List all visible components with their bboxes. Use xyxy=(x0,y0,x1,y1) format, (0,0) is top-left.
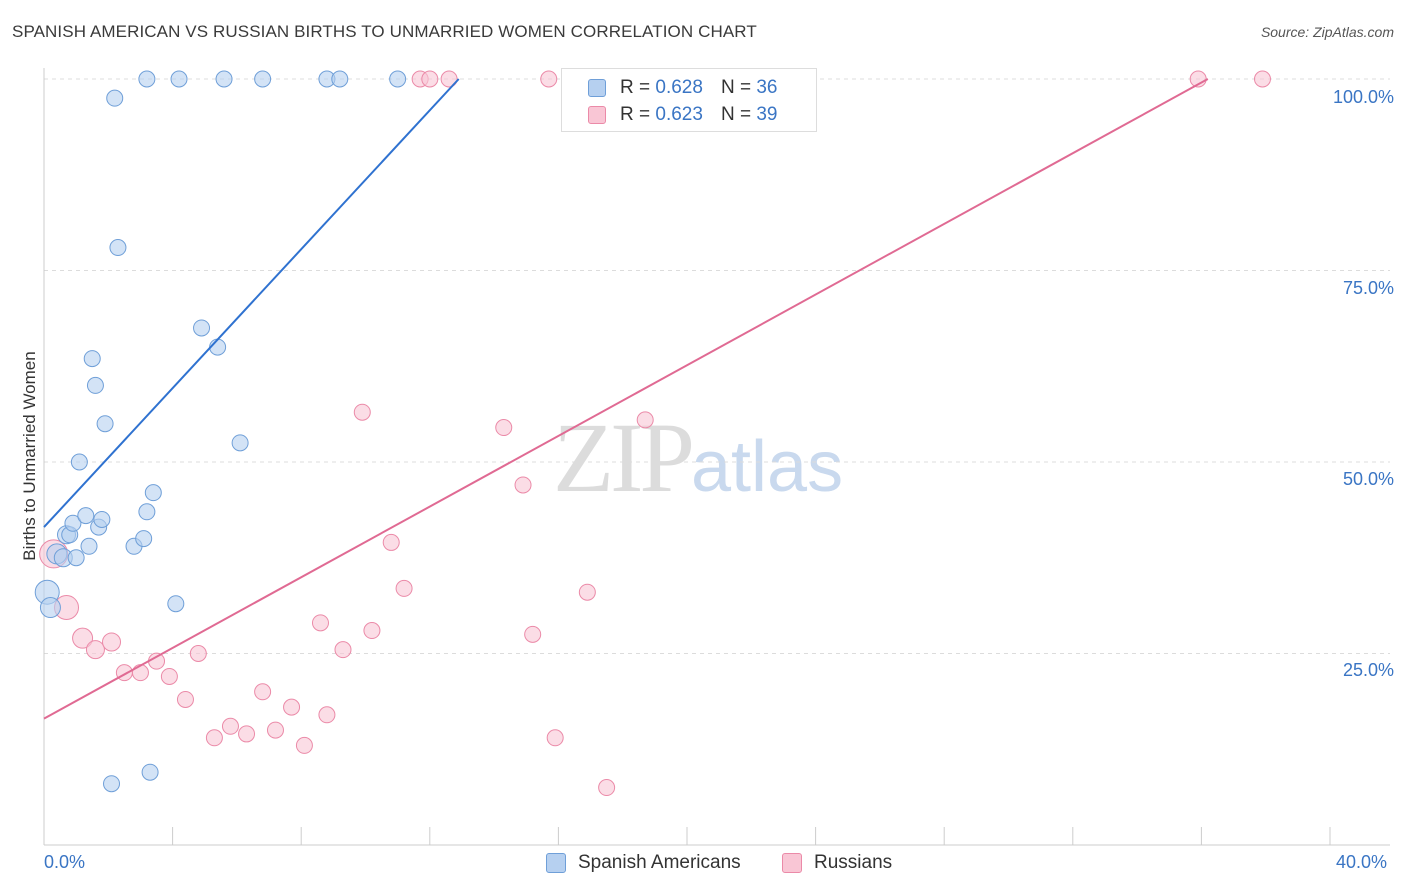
bottom-legend-label: Russians xyxy=(814,852,893,873)
legend-r-value: 0.628 xyxy=(655,77,703,98)
legend-r-label: R = xyxy=(620,77,651,98)
legend-row-russians: R = 0.623 N = 39 xyxy=(588,104,777,126)
russians-point-27 xyxy=(440,70,458,88)
spanish-americans-point-21 xyxy=(144,484,162,502)
y-tick-label-50: 50.0% xyxy=(1342,469,1394,489)
spanish-americans-point-32 xyxy=(167,595,185,613)
russians-point-29 xyxy=(514,476,532,494)
spanish-americans-point-28 xyxy=(254,70,272,88)
russians-point-37 xyxy=(1253,70,1271,88)
spanish-americans-point-34 xyxy=(141,763,159,781)
russians-point-13 xyxy=(238,725,256,743)
spanish-americans-point-17 xyxy=(109,239,127,257)
legend-n-value: 36 xyxy=(756,77,778,98)
russians-point-35 xyxy=(636,411,654,429)
spanish-americans-point-20 xyxy=(138,503,156,521)
spanish-americans-point-6 xyxy=(64,514,82,532)
spanish-americans-point-7 xyxy=(67,549,85,567)
russians-point-24 xyxy=(395,579,413,597)
grid-lines xyxy=(44,78,1390,654)
russians-point-22 xyxy=(363,622,381,640)
spanish-americans-point-27 xyxy=(231,434,249,452)
legend-n-label: N = xyxy=(720,104,752,125)
russians-point-32 xyxy=(546,729,564,747)
russians-trend-line xyxy=(43,78,1209,720)
russians-point-7 xyxy=(148,652,166,670)
watermark-atlas: atlas xyxy=(691,427,844,507)
correlation-legend: R = 0.628 N = 36 R = 0.623 N = 39 xyxy=(561,68,817,132)
spanish-americans-point-24 xyxy=(215,70,233,88)
russians-point-3 xyxy=(85,640,105,660)
y-tick-label-25: 25.0% xyxy=(1342,660,1394,680)
watermark-zip: ZIP xyxy=(553,402,695,513)
y-tick-label-100: 100.0% xyxy=(1332,87,1394,107)
russians-point-12 xyxy=(221,717,239,735)
spanish-americans-point-8 xyxy=(70,453,88,471)
source-label: Source: ZipAtlas.com xyxy=(1260,24,1394,40)
russians-point-26 xyxy=(421,70,439,88)
y-axis-label: Births to Unmarried Women xyxy=(20,351,39,561)
russians-point-19 xyxy=(318,706,336,724)
pink-swatch xyxy=(588,106,606,124)
spanish-americans-point-30 xyxy=(331,70,349,88)
x-tick-label-min: 0.0% xyxy=(44,852,86,872)
trend-lines xyxy=(43,78,1209,720)
russians-point-21 xyxy=(353,403,371,421)
spanish-americans-point-14 xyxy=(93,510,111,528)
russians-point-6 xyxy=(131,664,149,682)
pink-swatch xyxy=(782,853,802,873)
russians-point-33 xyxy=(578,583,596,601)
spanish-americans-trend-line xyxy=(43,78,460,528)
spanish-americans-point-1 xyxy=(39,597,61,619)
chart-title: SPANISH AMERICAN VS RUSSIAN BIRTHS TO UN… xyxy=(12,22,757,41)
russians-point-10 xyxy=(189,645,207,662)
spanish-americans-point-11 xyxy=(83,350,101,368)
russians-point-20 xyxy=(334,641,352,659)
spanish-americans-point-9 xyxy=(77,507,95,525)
russians-point-11 xyxy=(205,729,223,747)
spanish-americans-point-26 xyxy=(209,338,227,356)
x-tick-label-max: 40.0% xyxy=(1336,852,1388,872)
russians-points xyxy=(39,70,1271,797)
watermark: ZIPatlas xyxy=(553,400,843,515)
russians-point-31 xyxy=(540,70,558,88)
spanish-americans-point-25 xyxy=(193,319,211,337)
russians-point-17 xyxy=(295,736,313,754)
russians-point-2 xyxy=(72,627,94,649)
legend-r-label: R = xyxy=(620,104,651,125)
legend-n-value: 39 xyxy=(756,104,778,125)
spanish-americans-point-23 xyxy=(170,70,188,88)
russians-point-23 xyxy=(382,533,400,551)
spanish-americans-points xyxy=(34,70,693,793)
russians-point-28 xyxy=(495,419,513,437)
y-tick-label-75: 75.0% xyxy=(1342,278,1394,298)
legend-n-label: N = xyxy=(720,77,752,98)
russians-point-30 xyxy=(524,625,542,643)
spanish-americans-point-31 xyxy=(389,70,407,88)
russians-point-18 xyxy=(311,614,329,632)
russians-point-15 xyxy=(266,721,284,739)
legend-row-spanish-americans: R = 0.628 N = 36 xyxy=(588,77,777,99)
spanish-americans-point-19 xyxy=(135,530,153,548)
blue-swatch xyxy=(546,853,566,873)
russians-point-4 xyxy=(102,632,122,652)
russians-point-8 xyxy=(160,667,178,685)
russians-point-14 xyxy=(254,683,272,701)
bottom-legend-spanish-americans: Spanish Americans xyxy=(546,852,741,874)
russians-point-34 xyxy=(598,779,616,797)
spanish-americans-point-16 xyxy=(106,89,124,107)
russians-point-9 xyxy=(176,690,194,708)
russians-point-16 xyxy=(283,698,301,716)
spanish-americans-point-22 xyxy=(138,70,156,88)
axes xyxy=(43,68,1390,846)
spanish-americans-point-33 xyxy=(103,775,121,793)
spanish-americans-point-12 xyxy=(86,376,104,394)
spanish-americans-point-10 xyxy=(80,537,98,555)
bottom-legend-label: Spanish Americans xyxy=(578,852,741,873)
legend-r-value: 0.623 xyxy=(655,104,703,125)
blue-swatch xyxy=(588,79,606,97)
bottom-legend-russians: Russians xyxy=(782,852,892,874)
spanish-americans-point-15 xyxy=(96,415,114,433)
